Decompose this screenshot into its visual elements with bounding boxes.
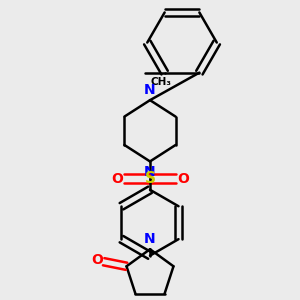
Text: N: N	[144, 165, 156, 179]
Text: N: N	[144, 82, 156, 97]
Text: O: O	[177, 172, 189, 186]
Text: O: O	[111, 172, 123, 186]
Text: N: N	[144, 232, 156, 246]
Text: CH₃: CH₃	[151, 77, 172, 87]
Text: S: S	[145, 171, 155, 186]
Text: O: O	[91, 253, 103, 267]
